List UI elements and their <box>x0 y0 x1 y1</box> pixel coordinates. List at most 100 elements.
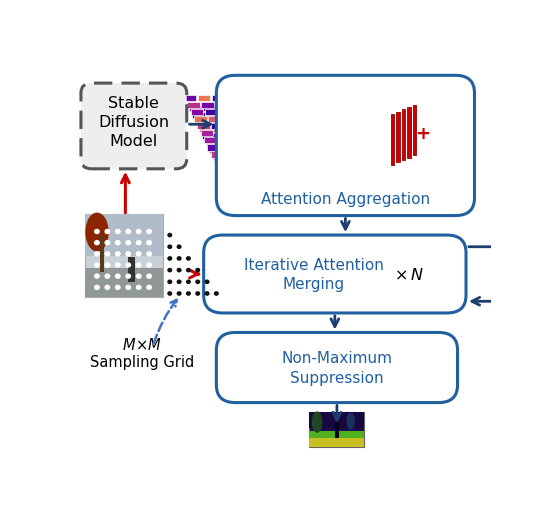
Bar <box>306 176 319 182</box>
Bar <box>239 152 252 158</box>
Bar <box>313 103 325 109</box>
Circle shape <box>125 229 131 235</box>
Bar <box>221 173 234 179</box>
Circle shape <box>205 291 210 296</box>
Bar <box>299 131 311 137</box>
Bar <box>335 147 348 154</box>
Bar <box>299 129 311 136</box>
Bar <box>347 173 359 179</box>
Bar <box>270 159 283 165</box>
Bar <box>268 96 280 102</box>
Circle shape <box>205 280 210 285</box>
Bar <box>363 176 375 182</box>
Bar <box>365 152 377 158</box>
Circle shape <box>167 233 173 238</box>
Bar <box>354 129 367 136</box>
Bar <box>306 117 318 123</box>
Bar <box>234 113 247 119</box>
Bar <box>239 178 251 185</box>
Bar <box>218 165 230 171</box>
Circle shape <box>195 280 200 285</box>
Bar <box>247 169 260 175</box>
Bar <box>316 166 328 172</box>
Bar <box>292 117 304 123</box>
Bar <box>361 171 373 178</box>
Bar <box>217 106 229 112</box>
Bar <box>331 169 344 175</box>
Bar <box>263 173 276 179</box>
Bar <box>333 145 346 151</box>
Circle shape <box>125 263 131 268</box>
Bar <box>231 192 244 198</box>
Bar <box>261 169 274 175</box>
Circle shape <box>176 280 182 285</box>
Bar <box>187 103 200 109</box>
Bar <box>306 116 318 122</box>
Circle shape <box>136 285 141 290</box>
Circle shape <box>115 251 121 257</box>
Bar <box>250 117 263 123</box>
Bar <box>265 147 278 154</box>
Circle shape <box>167 280 173 285</box>
Bar <box>277 143 290 149</box>
Bar <box>242 185 254 191</box>
Bar <box>340 129 353 136</box>
Bar <box>191 110 203 116</box>
Circle shape <box>94 263 100 268</box>
Bar <box>359 141 372 147</box>
Bar <box>299 103 312 109</box>
Bar <box>348 116 360 122</box>
Bar <box>250 145 262 151</box>
Bar <box>246 165 258 171</box>
Bar <box>314 106 327 112</box>
Bar <box>339 127 351 133</box>
Bar <box>213 127 225 133</box>
Bar <box>343 192 355 198</box>
Bar <box>321 176 333 182</box>
Bar <box>357 165 370 171</box>
Bar <box>189 106 201 112</box>
Bar <box>223 176 235 182</box>
Bar <box>257 129 269 136</box>
Bar <box>296 183 308 189</box>
Bar <box>298 185 310 191</box>
Bar <box>293 176 305 182</box>
Bar <box>265 120 278 126</box>
Bar <box>232 166 244 172</box>
Bar <box>317 169 330 175</box>
Text: Iterative Attention
Merging: Iterative Attention Merging <box>244 257 384 292</box>
Circle shape <box>104 285 110 290</box>
Bar <box>218 138 231 144</box>
Bar <box>270 131 283 137</box>
Bar <box>229 103 242 109</box>
Bar <box>340 131 353 137</box>
Bar <box>301 165 314 171</box>
Bar <box>379 183 393 189</box>
Text: Sampling Grid: Sampling Grid <box>90 355 194 370</box>
Bar <box>298 158 311 164</box>
Circle shape <box>136 274 141 279</box>
Bar <box>232 165 244 171</box>
Bar <box>341 103 353 109</box>
Bar <box>240 96 252 102</box>
Bar <box>321 120 334 126</box>
Bar <box>223 147 236 154</box>
Bar <box>323 150 335 157</box>
Bar <box>285 103 298 109</box>
Bar <box>229 131 241 137</box>
Bar <box>254 183 266 189</box>
Bar <box>289 169 302 175</box>
Ellipse shape <box>347 413 355 430</box>
Bar <box>233 110 245 116</box>
Bar <box>267 122 280 129</box>
Bar <box>85 214 163 298</box>
Bar <box>272 106 286 112</box>
Bar <box>260 110 273 116</box>
Bar <box>347 145 360 151</box>
Bar <box>257 103 270 109</box>
Bar <box>243 103 256 109</box>
Bar <box>396 112 400 163</box>
Bar <box>264 116 276 122</box>
Bar <box>204 138 217 144</box>
Bar <box>295 150 307 157</box>
